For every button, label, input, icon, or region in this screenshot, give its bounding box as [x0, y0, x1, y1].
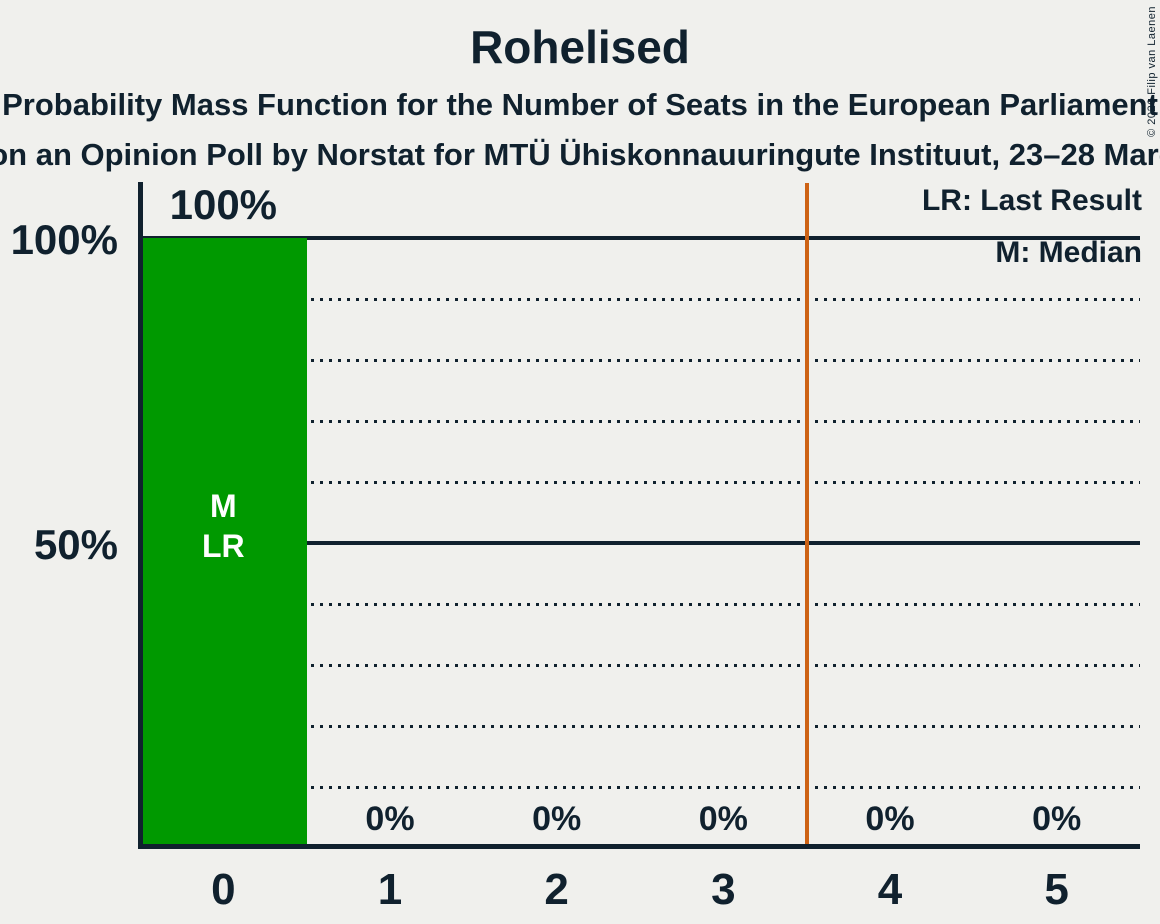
chart-title: Rohelised: [470, 21, 690, 73]
y-axis-label-50: 50%: [33, 521, 118, 568]
gridline-30pct: [140, 664, 1140, 667]
gridline-50pct: [140, 541, 1140, 545]
chart-subtitle: Probability Mass Function for the Number…: [2, 87, 1158, 122]
legend-median: M: Median: [995, 236, 1142, 269]
gridline-20pct: [140, 725, 1140, 728]
gridline-10pct: [140, 786, 1140, 789]
bar-annotation-lr: LR: [202, 528, 245, 564]
y-axis-label-100: 100%: [10, 216, 118, 263]
x-axis-labels: 0 1 2 3 4 5: [140, 868, 1140, 918]
last-result-threshold-line: [804, 183, 809, 844]
gridline-100pct: [140, 236, 1140, 240]
value-label-seats-3: 0%: [698, 800, 748, 838]
x-axis-tick-label-4: 4: [877, 865, 903, 914]
x-axis-tick-label-5: 5: [1044, 865, 1069, 914]
x-axis-tick-label-1: 1: [377, 865, 403, 914]
legend-last-result: LR: Last Result: [921, 184, 1142, 217]
x-axis-tick-label-0: 0: [211, 865, 236, 914]
gridline-40pct: [140, 603, 1140, 606]
copyright-notice: © 2026 Filip van Laenen: [1146, 6, 1158, 137]
value-label-seats-2: 0%: [532, 800, 582, 838]
chart-source-line: Based on an Opinion Poll by Norstat for …: [0, 137, 1160, 172]
gridline-90pct: [140, 298, 1140, 301]
bar-annotations: M LR: [140, 486, 307, 566]
bar-seats-0: M LR: [140, 238, 307, 848]
gridline-70pct: [140, 420, 1140, 423]
x-axis-line: [138, 844, 1140, 849]
value-label-seats-4: 0%: [865, 800, 915, 838]
bar-annotation-m: M: [210, 488, 237, 524]
value-label-seats-0: 100%: [169, 181, 278, 228]
plot-area: M LR 100% 0% 0% 0% 0% 0%: [140, 184, 1140, 848]
x-axis-tick-label-3: 3: [711, 865, 736, 914]
x-axis-tick-label-2: 2: [544, 865, 569, 914]
gridline-80pct: [140, 359, 1140, 362]
y-axis-line: [138, 182, 143, 849]
gridline-60pct: [140, 481, 1140, 484]
value-label-seats-5: 0%: [1032, 800, 1082, 838]
value-label-seats-1: 0%: [365, 800, 415, 838]
